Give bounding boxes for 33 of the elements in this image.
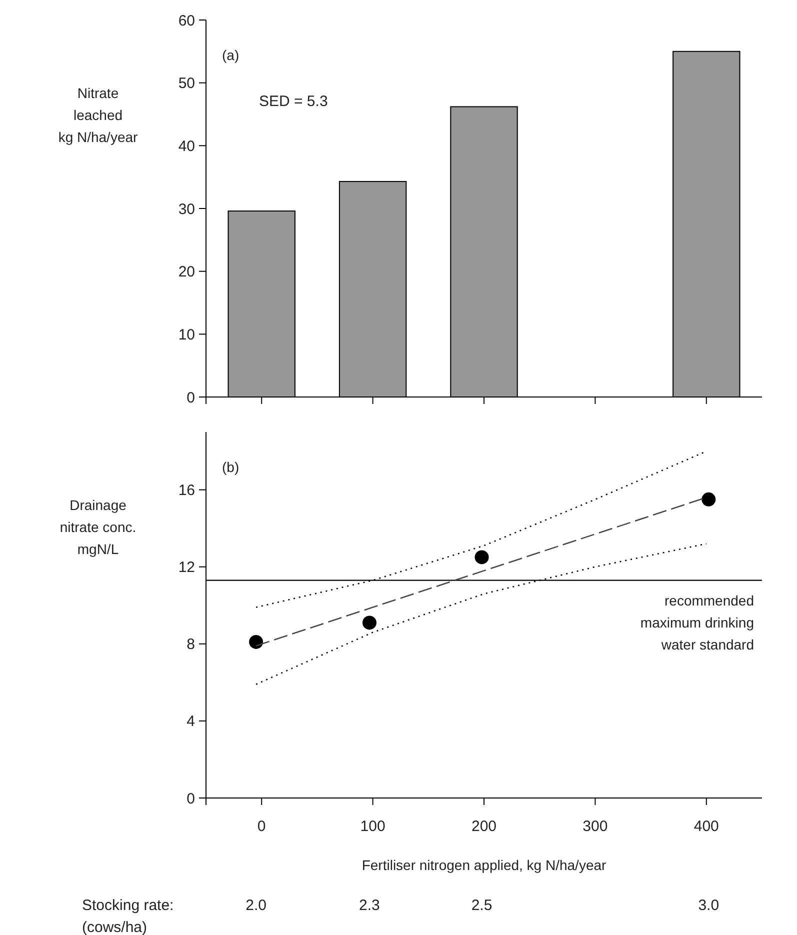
y-tick-label: 0 <box>186 389 195 406</box>
x-tick-label: 0 <box>257 818 266 835</box>
text: Stocking rate: (cows/ha) <box>82 897 174 935</box>
y-tick-label: 12 <box>178 559 195 576</box>
y-tick-label: 10 <box>178 326 195 344</box>
x-tick-label: 200 <box>471 818 497 835</box>
y-tick-label: 8 <box>186 636 195 654</box>
y-tick-label: 60 <box>178 12 195 30</box>
y-tick-label: 20 <box>178 264 195 281</box>
ref-line-label: recommended maximum drinking water standard <box>640 592 754 652</box>
x-axis-title: Fertiliser nitrogen applied, kg N/ha/year <box>362 857 607 873</box>
x-tick-label: 300 <box>582 818 608 835</box>
annotation: SED = 5.3 <box>259 93 328 110</box>
y-tick-label: 30 <box>178 200 195 218</box>
point <box>249 634 264 649</box>
annotation: (b) <box>222 459 240 475</box>
y-tick-label: 50 <box>178 75 195 92</box>
point <box>474 550 489 564</box>
x-tick-label: 400 <box>694 818 719 835</box>
x-tick-label: 100 <box>360 818 386 835</box>
text: 2.3 <box>359 897 380 914</box>
y-tick-label: 16 <box>178 482 195 500</box>
text: 2.0 <box>246 897 266 914</box>
text: 3.0 <box>698 897 720 914</box>
y-tick-label: 40 <box>178 138 195 155</box>
y-axis-title: Nitrate leached kg N/ha/year <box>58 85 138 145</box>
annotation: (a) <box>222 47 240 63</box>
point <box>702 492 716 506</box>
point <box>362 616 376 630</box>
y-tick-label: 4 <box>186 713 195 730</box>
y-axis-title: Drainage nitrate conc. mgN/L <box>60 497 136 557</box>
text: 2.5 <box>471 897 492 914</box>
y-tick-label: 0 <box>186 790 195 808</box>
